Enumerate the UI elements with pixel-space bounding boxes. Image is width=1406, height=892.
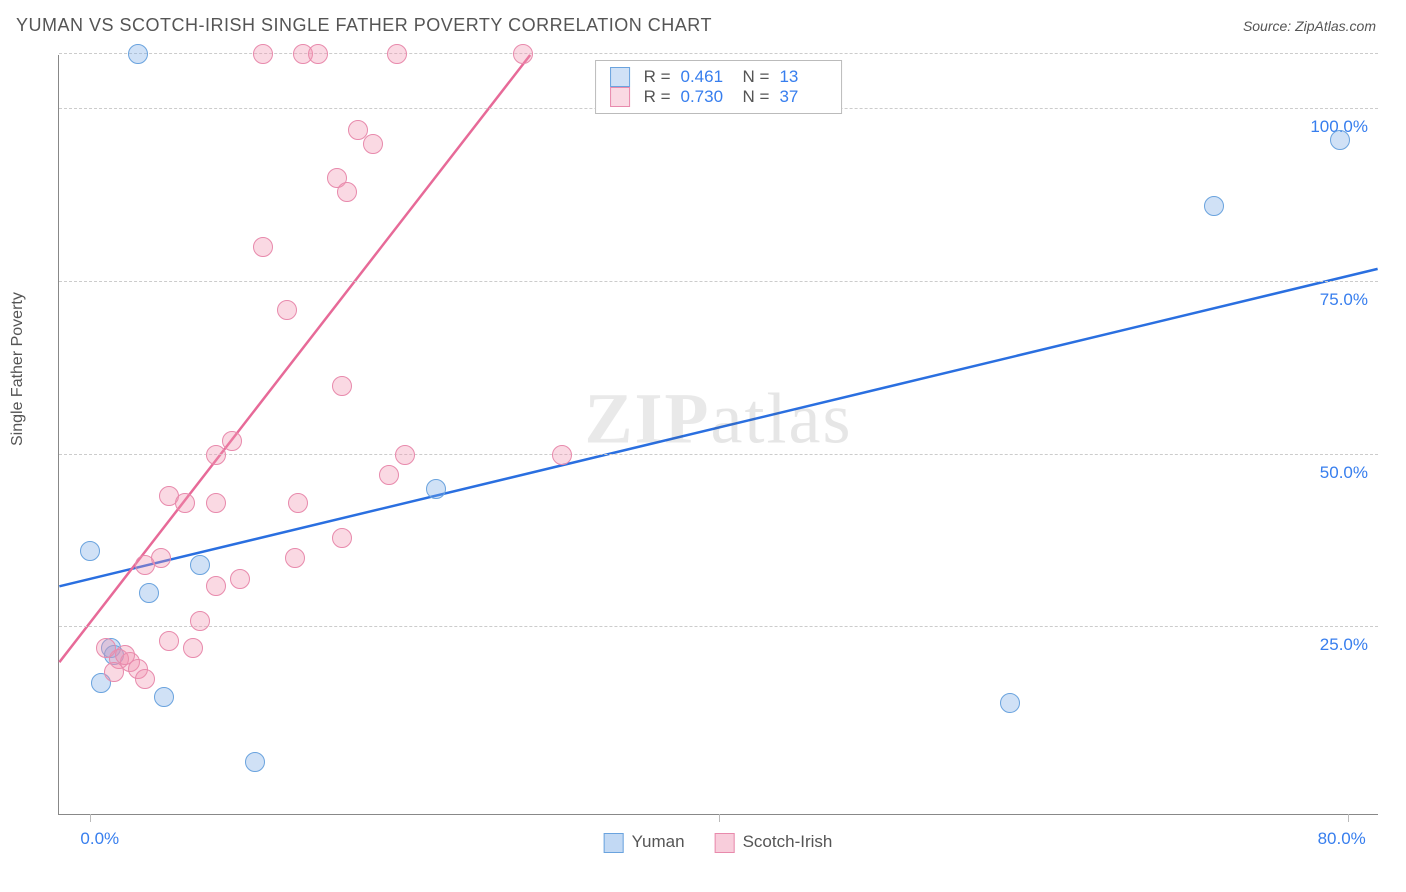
data-point xyxy=(253,44,273,64)
legend-row: R =0.461N =13 xyxy=(610,67,828,87)
data-point xyxy=(288,493,308,513)
data-point xyxy=(115,645,135,665)
chart-header: YUMAN VS SCOTCH-IRISH SINGLE FATHER POVE… xyxy=(0,0,1406,41)
data-point xyxy=(337,182,357,202)
data-point xyxy=(426,479,446,499)
data-point xyxy=(387,44,407,64)
data-point xyxy=(363,134,383,154)
data-point xyxy=(332,376,352,396)
x-tick-label: 80.0% xyxy=(1318,829,1366,849)
y-tick-label: 25.0% xyxy=(1320,635,1368,655)
x-tick-label: 0.0% xyxy=(80,829,119,849)
data-point xyxy=(513,44,533,64)
data-point xyxy=(139,583,159,603)
y-tick-label: 50.0% xyxy=(1320,463,1368,483)
data-point xyxy=(1204,196,1224,216)
plot-area: ZIPatlas R =0.461N =13R =0.730N =37 25.0… xyxy=(58,55,1378,815)
data-point xyxy=(190,555,210,575)
data-point xyxy=(190,611,210,631)
data-point xyxy=(1000,693,1020,713)
data-point xyxy=(332,528,352,548)
data-point xyxy=(104,662,124,682)
data-point xyxy=(154,687,174,707)
data-point xyxy=(277,300,297,320)
data-point xyxy=(206,445,226,465)
data-point xyxy=(1330,130,1350,150)
data-point xyxy=(183,638,203,658)
data-point xyxy=(80,541,100,561)
data-point xyxy=(308,44,328,64)
series-legend: Yuman Scotch-Irish xyxy=(604,832,833,853)
data-point xyxy=(245,752,265,772)
data-point xyxy=(395,445,415,465)
source-attribution: Source: ZipAtlas.com xyxy=(1243,18,1376,34)
correlation-legend: R =0.461N =13R =0.730N =37 xyxy=(595,60,843,114)
data-point xyxy=(552,445,572,465)
chart-title: YUMAN VS SCOTCH-IRISH SINGLE FATHER POVE… xyxy=(16,15,712,36)
legend-item: Scotch-Irish xyxy=(715,832,833,853)
data-point xyxy=(175,493,195,513)
data-point xyxy=(222,431,242,451)
data-point xyxy=(206,576,226,596)
data-point xyxy=(128,44,148,64)
plot-canvas: ZIPatlas R =0.461N =13R =0.730N =37 25.0… xyxy=(58,55,1378,815)
data-point xyxy=(206,493,226,513)
data-point xyxy=(135,669,155,689)
watermark: ZIPatlas xyxy=(585,378,853,461)
y-axis-label: Single Father Poverty xyxy=(9,292,27,446)
regression-lines xyxy=(59,55,1378,814)
data-point xyxy=(285,548,305,568)
data-point xyxy=(96,638,116,658)
data-point xyxy=(135,555,155,575)
data-point xyxy=(159,631,179,651)
data-point xyxy=(230,569,250,589)
legend-item: Yuman xyxy=(604,832,685,853)
data-point xyxy=(379,465,399,485)
y-tick-label: 75.0% xyxy=(1320,290,1368,310)
legend-row: R =0.730N =37 xyxy=(610,87,828,107)
data-point xyxy=(253,237,273,257)
